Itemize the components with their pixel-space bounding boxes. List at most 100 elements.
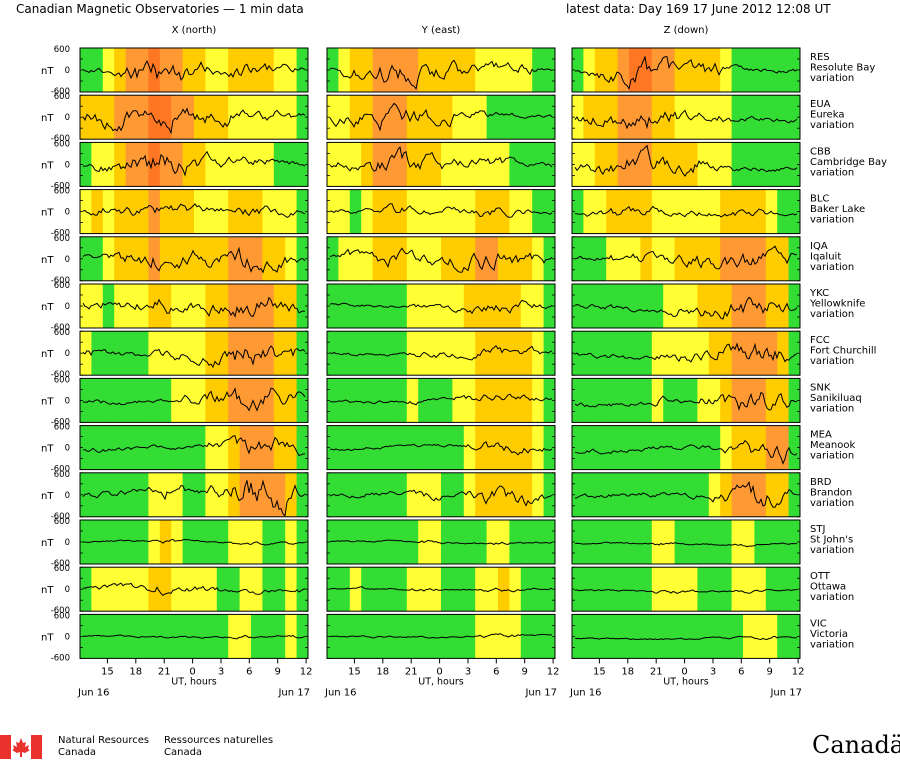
activity-segment [765,48,778,92]
activity-segment [594,614,607,659]
activity-segment [216,331,229,376]
activity-segment [418,48,430,92]
x-tick-label: 3 [218,666,224,677]
activity-segment [148,472,161,517]
component-label-2: Z (down) [664,25,709,36]
activity-segment [148,331,161,376]
activity-segment [674,284,687,328]
activity-segment [137,95,149,140]
x-axis-label: UT, hours [418,676,464,687]
station-suffix: variation [810,356,854,367]
activity-segment [463,284,476,328]
activity-segment [349,378,362,423]
ytick-label: 0 [65,396,70,406]
activity-segment [663,142,675,187]
activity-segment [372,425,385,470]
activity-segment [697,48,710,92]
activity-segment [697,236,710,281]
activity-segment [594,236,607,281]
activity-segment [674,236,687,281]
station-name: Ottawa [810,582,846,593]
station-code: OTT [810,571,831,582]
activity-segment [486,567,499,612]
ytick-label: -600 [51,229,70,239]
activity-segment [441,425,453,470]
activity-segment [651,189,664,234]
agency-name-en-2: Canada [58,747,97,758]
activity-segment [640,567,653,612]
activity-segment [296,48,309,92]
activity-segment [239,378,252,423]
activity-segment [441,520,453,564]
activity-segment [361,331,373,376]
activity-segment [629,425,641,470]
activity-segment [708,48,721,92]
magnetic-trace [329,393,553,406]
activity-segment [765,236,778,281]
activity-segment [125,236,138,281]
activity-segment [251,48,263,92]
activity-segment [697,567,710,612]
activity-segment [663,425,675,470]
activity-segment [171,614,183,659]
activity-segment [182,472,195,517]
activity-segment [395,567,408,612]
ytick-label: 600 [54,234,70,244]
activity-segment [205,472,218,517]
magnetic-trace [82,203,306,218]
activity-segment [686,614,698,659]
date-left-label: Jun 16 [569,687,602,698]
activity-segment [137,284,149,328]
activity-segment [498,331,510,376]
station-suffix: variation [810,592,854,603]
ylabel-nt: nT [41,66,54,77]
maple-leaf-icon [12,738,30,757]
activity-segment [429,189,442,234]
activity-segment [205,378,218,423]
activity-segment [686,142,698,187]
activity-segment [159,236,172,281]
activity-segment [674,189,687,234]
activity-segment [148,520,161,564]
activity-segment [708,614,721,659]
activity-segment [475,520,487,564]
activity-segment [708,189,721,234]
activity-segment [463,472,476,517]
activity-segment [395,142,408,187]
activity-segment [194,48,206,92]
activity-segment [606,48,618,92]
magnetic-trace [329,203,553,218]
activity-segment [629,284,641,328]
activity-segment [349,48,362,92]
ytick-label: -600 [51,417,70,427]
activity-segment [262,567,275,612]
activity-segment [216,48,229,92]
ytick-label: 600 [54,470,70,480]
station-code: BRD [810,477,832,488]
activity-segment [205,284,218,328]
x-tick-label: 6 [493,666,499,677]
activity-segment [148,48,161,92]
activity-segment [486,472,499,517]
station-code: FCC [810,335,830,346]
activity-segment [452,520,465,564]
activity-segment [384,142,396,187]
activity-segment [651,48,664,92]
activity-segment [406,378,419,423]
activity-segment [743,236,755,281]
activity-segment [475,236,487,281]
activity-segment [498,425,510,470]
activity-segment [498,520,510,564]
activity-segment [520,425,533,470]
activity-segment [486,142,499,187]
activity-segment [102,48,115,92]
activity-segment [520,520,533,564]
activity-segment [532,95,544,140]
activity-segment [731,331,744,376]
magnetic-trace [574,296,798,320]
x-tick-label: 9 [275,666,281,677]
activity-segment [509,520,522,564]
station-name: Eureka [810,110,844,121]
activity-segment [384,472,396,517]
